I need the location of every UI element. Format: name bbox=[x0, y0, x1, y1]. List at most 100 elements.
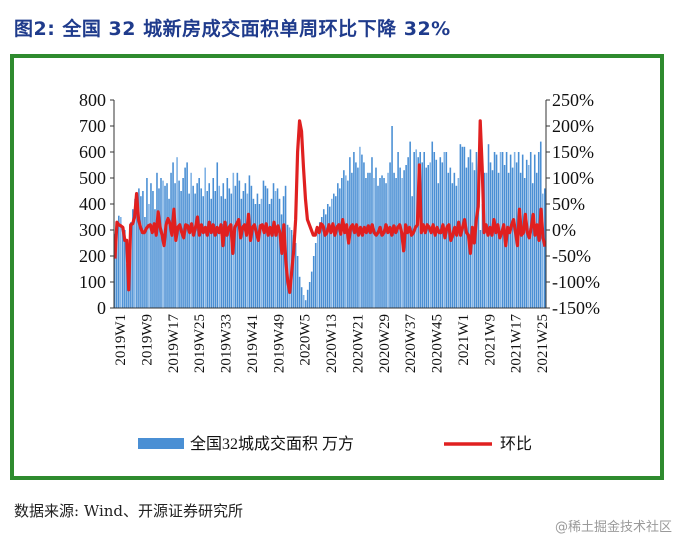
bar bbox=[389, 162, 391, 308]
bar bbox=[457, 178, 460, 308]
x-tick-label: 2020W37 bbox=[403, 314, 419, 374]
bar bbox=[204, 167, 206, 308]
y-right-tick-label: 200% bbox=[552, 116, 594, 136]
bar bbox=[441, 162, 444, 308]
bar bbox=[341, 178, 343, 308]
bar bbox=[304, 300, 307, 308]
x-tick-label: 2020W13 bbox=[324, 314, 340, 373]
y-right-tick-label: 50% bbox=[552, 194, 585, 214]
bar bbox=[318, 222, 321, 308]
x-tick-label: 2019W33 bbox=[219, 314, 235, 373]
bar bbox=[483, 172, 486, 308]
bar bbox=[451, 183, 454, 308]
bar bbox=[345, 175, 347, 308]
bar bbox=[200, 188, 202, 308]
source-note: 数据来源: Wind、开源证券研究所 bbox=[14, 502, 244, 520]
x-tick-label: 2021W9 bbox=[482, 314, 498, 366]
bar bbox=[258, 204, 261, 308]
bar bbox=[182, 178, 184, 308]
bar bbox=[120, 217, 122, 308]
bar bbox=[337, 183, 339, 308]
chart-frame: 2019W1 2019W9 2019W17 2019W25 2019W33 2019W41… bbox=[10, 54, 664, 480]
x-tick-label: 2020W5 bbox=[298, 314, 314, 366]
bar bbox=[170, 172, 172, 308]
y-left-tick-label: 100 bbox=[79, 272, 106, 292]
y-left-tick-labels: 0 100 200 300 400 500 600 700 800 bbox=[79, 90, 114, 318]
bar bbox=[499, 152, 502, 308]
bar bbox=[188, 193, 190, 308]
bar bbox=[126, 263, 128, 308]
y-right-tick-label: 100% bbox=[552, 168, 594, 188]
bar bbox=[276, 188, 279, 308]
bar bbox=[477, 198, 480, 308]
bar bbox=[114, 233, 116, 308]
line-series bbox=[113, 119, 547, 294]
bar bbox=[234, 185, 237, 308]
x-tick-label: 2019W17 bbox=[166, 314, 182, 374]
bar bbox=[220, 196, 223, 308]
bar bbox=[541, 193, 544, 308]
bar bbox=[136, 209, 138, 308]
bar bbox=[385, 183, 387, 308]
bar bbox=[270, 198, 273, 308]
bar bbox=[395, 178, 397, 308]
figure-title: 图2: 全国 32 城新房成交面积单周环比下降 32% bbox=[14, 18, 451, 40]
x-tick-label: 2020W29 bbox=[377, 314, 393, 373]
y-left-tick-label: 200 bbox=[79, 246, 106, 266]
bar bbox=[375, 167, 377, 308]
bar bbox=[399, 167, 401, 308]
bar bbox=[491, 170, 494, 308]
y-right-tick-label: 150% bbox=[552, 142, 594, 162]
legend-label-line: 环比 bbox=[500, 435, 532, 453]
bar bbox=[158, 188, 160, 308]
x-tick-labels: 2019W1 2019W9 2019W17 2019W25 2019W33 2019W41… bbox=[113, 314, 551, 374]
bar bbox=[272, 183, 275, 308]
bar bbox=[427, 165, 430, 308]
bar bbox=[373, 178, 375, 308]
bar bbox=[543, 188, 546, 308]
bar bbox=[288, 227, 291, 308]
bar bbox=[180, 191, 182, 308]
bar bbox=[252, 198, 255, 308]
bar bbox=[266, 188, 269, 308]
bar bbox=[329, 206, 331, 308]
bar bbox=[531, 183, 534, 308]
bar bbox=[379, 178, 381, 308]
y-right-tick-label: 250% bbox=[552, 90, 594, 110]
bar bbox=[202, 196, 204, 308]
x-tick-label: 2019W9 bbox=[139, 314, 155, 366]
bar bbox=[240, 198, 243, 308]
bar bbox=[254, 204, 257, 308]
watermark: @稀土掘金技术社区 bbox=[554, 520, 672, 535]
bar bbox=[208, 183, 211, 308]
bar bbox=[152, 191, 154, 308]
bar bbox=[238, 180, 241, 308]
bar bbox=[453, 172, 456, 308]
bar bbox=[138, 188, 140, 308]
bar bbox=[481, 204, 484, 308]
bar bbox=[132, 209, 134, 308]
bar bbox=[122, 227, 124, 308]
bar bbox=[216, 162, 219, 308]
y-left-tick-label: 0 bbox=[97, 298, 106, 318]
bar bbox=[369, 172, 371, 308]
bar bbox=[421, 162, 423, 308]
series-line-huanbi bbox=[113, 119, 547, 294]
bar bbox=[116, 222, 118, 308]
legend-swatch-bar bbox=[138, 438, 184, 449]
bar bbox=[411, 196, 413, 308]
bar bbox=[465, 167, 468, 308]
bar bbox=[322, 209, 325, 308]
bar bbox=[469, 149, 472, 308]
bar bbox=[134, 198, 136, 308]
bar bbox=[367, 172, 369, 308]
bar bbox=[485, 172, 488, 308]
x-tick-label: 2021W25 bbox=[535, 314, 551, 373]
bar bbox=[236, 172, 239, 308]
bar bbox=[154, 209, 156, 308]
bar bbox=[308, 282, 311, 308]
bar bbox=[409, 141, 411, 308]
bar bbox=[278, 198, 281, 308]
bar bbox=[302, 295, 305, 308]
bar bbox=[140, 196, 142, 308]
